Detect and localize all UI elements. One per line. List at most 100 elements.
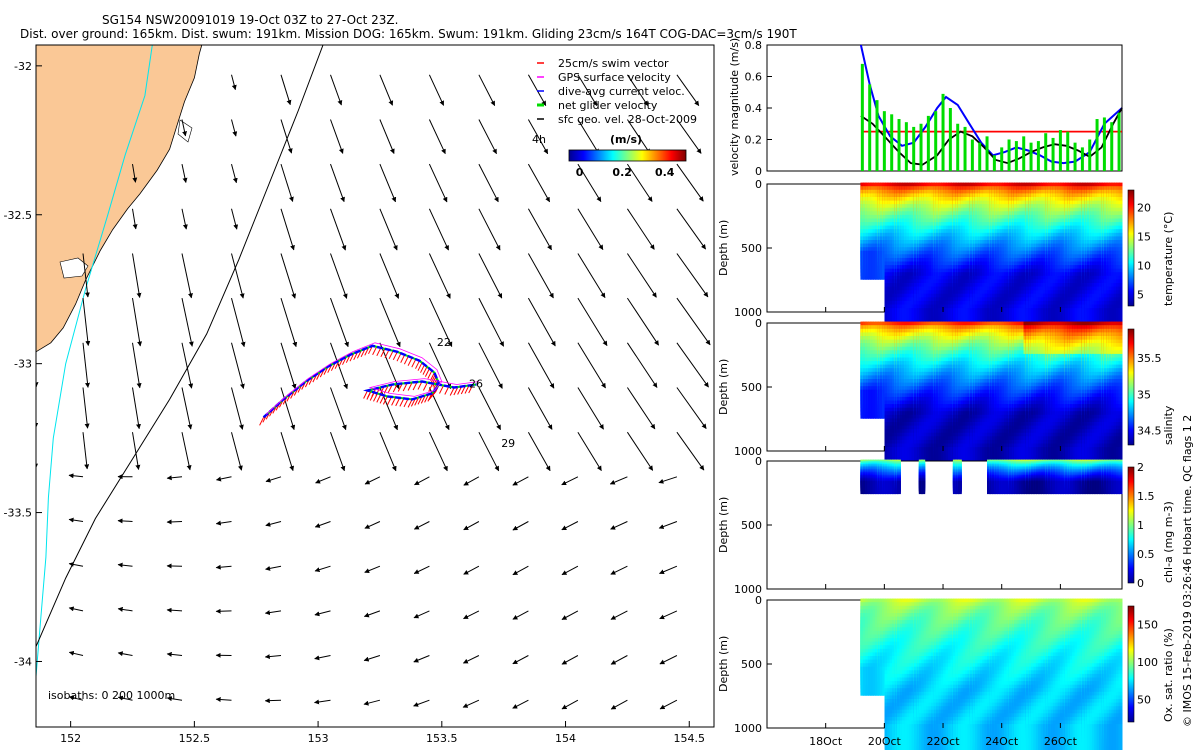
geo-velocity-arrow xyxy=(330,208,347,251)
geo-velocity-arrow xyxy=(181,253,193,299)
geo-velocity-arrow xyxy=(577,342,606,389)
velocity-y-tick-label: 0.8 xyxy=(745,39,763,52)
swim-vector-mark xyxy=(384,349,390,359)
geo-velocity-arrow xyxy=(577,74,598,107)
geo-velocity-arrow xyxy=(265,565,282,571)
map-x-tick-label: 152 xyxy=(60,732,81,745)
swim-vector-mark xyxy=(402,382,408,392)
geo-velocity-arrow xyxy=(626,387,656,430)
map-y-tick-label: -34 xyxy=(14,655,32,668)
geo-velocity-arrow xyxy=(166,696,183,702)
swim-vector-mark xyxy=(356,350,362,359)
geo-velocity-arrow xyxy=(280,387,296,431)
geo-velocity-arrow xyxy=(610,610,628,620)
geo-velocity-arrow xyxy=(264,654,282,660)
geo-velocity-arrow xyxy=(561,476,579,486)
map-x-tick-label: 153 xyxy=(308,732,329,745)
geo-velocity-arrow xyxy=(413,521,430,530)
geo-velocity-arrow xyxy=(463,476,480,486)
geo-velocity-arrow xyxy=(462,699,480,708)
profile-sample xyxy=(872,250,877,280)
swim-vector-mark xyxy=(392,383,398,393)
map-y-tick-label: -33.5 xyxy=(4,507,32,520)
swim-vector-mark xyxy=(382,396,388,405)
geo-velocity-arrow xyxy=(36,463,39,469)
geo-velocity-arrow xyxy=(181,387,193,430)
geo-velocity-arrow xyxy=(363,699,381,706)
geo-velocity-arrow xyxy=(626,431,654,471)
geo-velocity-arrow xyxy=(478,431,500,472)
geo-velocity-arrow xyxy=(610,699,628,710)
geo-velocity-arrow xyxy=(68,517,84,523)
geo-velocity-arrow xyxy=(512,565,529,576)
geo-velocity-arrow xyxy=(379,432,397,472)
geo-velocity-arrow xyxy=(527,253,554,299)
geo-velocity-arrow xyxy=(330,253,348,299)
geo-velocity-arrow xyxy=(428,119,446,155)
legend-label: net glider velocity xyxy=(558,99,658,112)
profile-sample xyxy=(865,250,870,280)
geo-velocity-arrow xyxy=(527,208,552,251)
section-y-tick-label: 500 xyxy=(741,242,762,255)
geo-velocity-arrow xyxy=(280,432,295,472)
geo-velocity-arrow xyxy=(478,297,505,347)
legend-annotation-4h: 4h xyxy=(532,133,546,146)
geo-velocity-arrow xyxy=(330,119,344,154)
swim-vector-mark xyxy=(380,348,386,358)
swim-vector-mark xyxy=(376,347,382,357)
swim-vector-mark xyxy=(460,385,466,395)
geo-velocity-arrow xyxy=(626,208,655,250)
geo-velocity-arrow xyxy=(20,697,33,700)
chart-title-line2: Dist. over ground: 165km. Dist. swum: 19… xyxy=(20,27,797,41)
swim-vector-mark xyxy=(395,397,401,407)
geo-velocity-arrow xyxy=(561,699,579,710)
velocity-y-tick-label: 0.6 xyxy=(745,71,763,84)
land-mass xyxy=(36,45,203,353)
swim-vector-mark xyxy=(427,370,433,379)
geo-velocity-arrow xyxy=(314,655,331,661)
swim-vector-mark xyxy=(424,368,430,377)
map-x-tick-label: 154 xyxy=(555,732,576,745)
geo-velocity-arrow xyxy=(215,520,232,526)
geo-velocity-arrow xyxy=(20,608,33,611)
geo-velocity-arrow xyxy=(512,521,529,531)
swim-vector-mark xyxy=(407,357,413,366)
geo-velocity-arrow xyxy=(561,655,579,665)
speed-colorbar-tick: 0 xyxy=(576,166,584,179)
geo-velocity-arrow xyxy=(280,163,294,202)
geo-velocity-arrow xyxy=(181,208,188,230)
geo-velocity-arrow xyxy=(314,521,331,528)
swim-vector-mark xyxy=(415,360,420,369)
isobath-1000-line xyxy=(36,45,324,647)
geo-velocity-arrow xyxy=(527,431,551,472)
geo-velocity-arrow xyxy=(379,208,398,251)
swim-vector-mark xyxy=(392,351,398,361)
geo-velocity-arrow xyxy=(231,297,246,348)
swim-vector-mark xyxy=(439,385,444,394)
geo-velocity-arrow xyxy=(478,342,503,389)
geo-velocity-arrow xyxy=(561,521,579,531)
geo-velocity-arrow xyxy=(676,431,705,471)
geo-velocity-arrow xyxy=(132,298,143,347)
swim-vector-mark xyxy=(364,347,370,356)
profile-sample xyxy=(870,250,875,280)
geo-velocity-arrow xyxy=(379,119,395,154)
geo-velocity-arrow xyxy=(363,655,381,662)
geo-velocity-arrow xyxy=(231,74,237,91)
geo-velocity-arrow xyxy=(330,297,349,348)
lake-shape xyxy=(177,119,193,143)
geo-velocity-arrow xyxy=(68,473,84,479)
geo-velocity-arrow xyxy=(280,342,297,390)
geo-velocity-arrow xyxy=(658,476,678,484)
swim-vector-mark xyxy=(411,358,417,368)
geo-velocity-arrow xyxy=(527,342,555,389)
track-day-label: 22 xyxy=(437,336,451,349)
chart-title-line1: SG154 NSW20091019 19-Oct 03Z to 27-Oct 2… xyxy=(102,13,399,27)
geo-velocity-arrow xyxy=(561,610,579,620)
swim-vector-mark xyxy=(444,386,450,395)
swim-vector-mark xyxy=(376,394,382,403)
geo-velocity-arrow xyxy=(577,163,602,203)
swim-vector-mark xyxy=(403,355,409,365)
